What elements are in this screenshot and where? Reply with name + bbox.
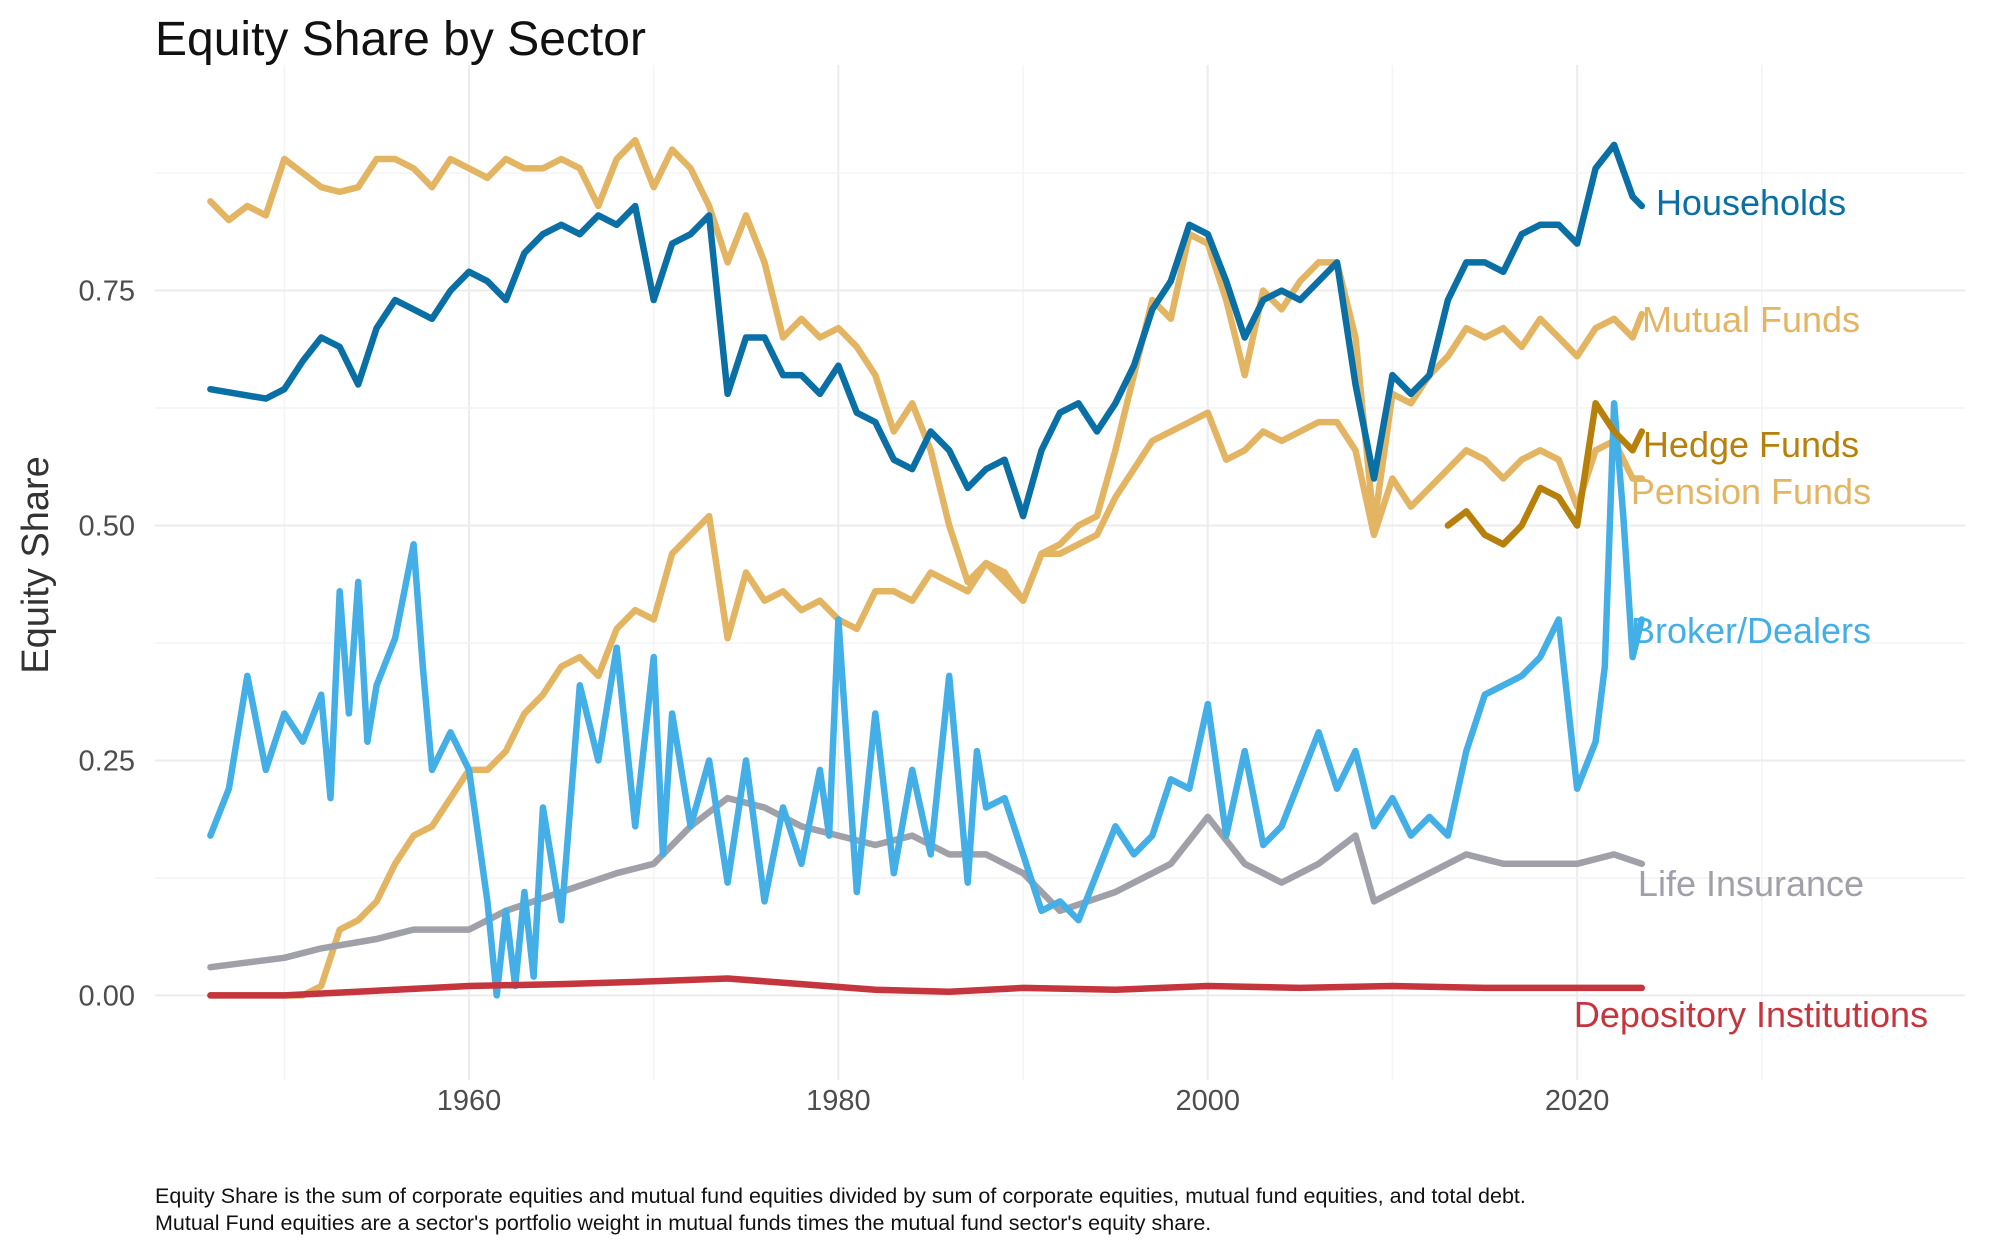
x-tick-label: 1960	[437, 1085, 502, 1117]
series-line-pension-funds	[207, 409, 1646, 999]
note-line-1: Equity Share is the sum of corporate equ…	[155, 1184, 1526, 1208]
y-tick-label: 0.50	[79, 511, 135, 543]
series-lines	[207, 136, 1646, 999]
series-label-broker-dealers: Broker/Dealers	[1631, 610, 1871, 651]
chart-title: Equity Share by Sector	[155, 13, 646, 66]
series-labels: Households Mutual Funds Hedge Funds Pension…	[1574, 182, 1928, 1035]
y-tick-label: 0.00	[79, 980, 135, 1012]
series-line-depository-institutions	[207, 975, 1646, 999]
series-label-life-insurance: Life Insurance	[1638, 863, 1864, 904]
series-label-pension-funds: Pension Funds	[1631, 471, 1871, 512]
series-line-households	[207, 141, 1646, 520]
x-tick-label: 2020	[1545, 1085, 1610, 1117]
series-label-depository-institutions: Depository Institutions	[1574, 994, 1928, 1035]
axis-ticks: 1960 1980 2000 2020 0.00 0.25 0.50 0.75	[79, 276, 1610, 1117]
y-tick-label: 0.75	[79, 276, 135, 308]
chart-notes: Equity Share is the sum of corporate equ…	[155, 1183, 1526, 1237]
series-line-hedge-funds	[1444, 400, 1646, 548]
y-tick-label: 0.25	[79, 745, 135, 777]
x-tick-label: 2000	[1175, 1085, 1240, 1117]
series-label-mutual-funds: Mutual Funds	[1642, 299, 1860, 340]
series-label-households: Households	[1656, 182, 1846, 223]
series-line-broker-dealers	[207, 400, 1646, 999]
note-line-2: Mutual Fund equities are a sector's port…	[155, 1211, 1212, 1235]
series-label-hedge-funds: Hedge Funds	[1643, 424, 1859, 465]
y-axis-title: Equity Share	[15, 456, 57, 674]
x-tick-label: 1980	[806, 1085, 871, 1117]
series-line-mutual-funds	[207, 136, 1646, 604]
